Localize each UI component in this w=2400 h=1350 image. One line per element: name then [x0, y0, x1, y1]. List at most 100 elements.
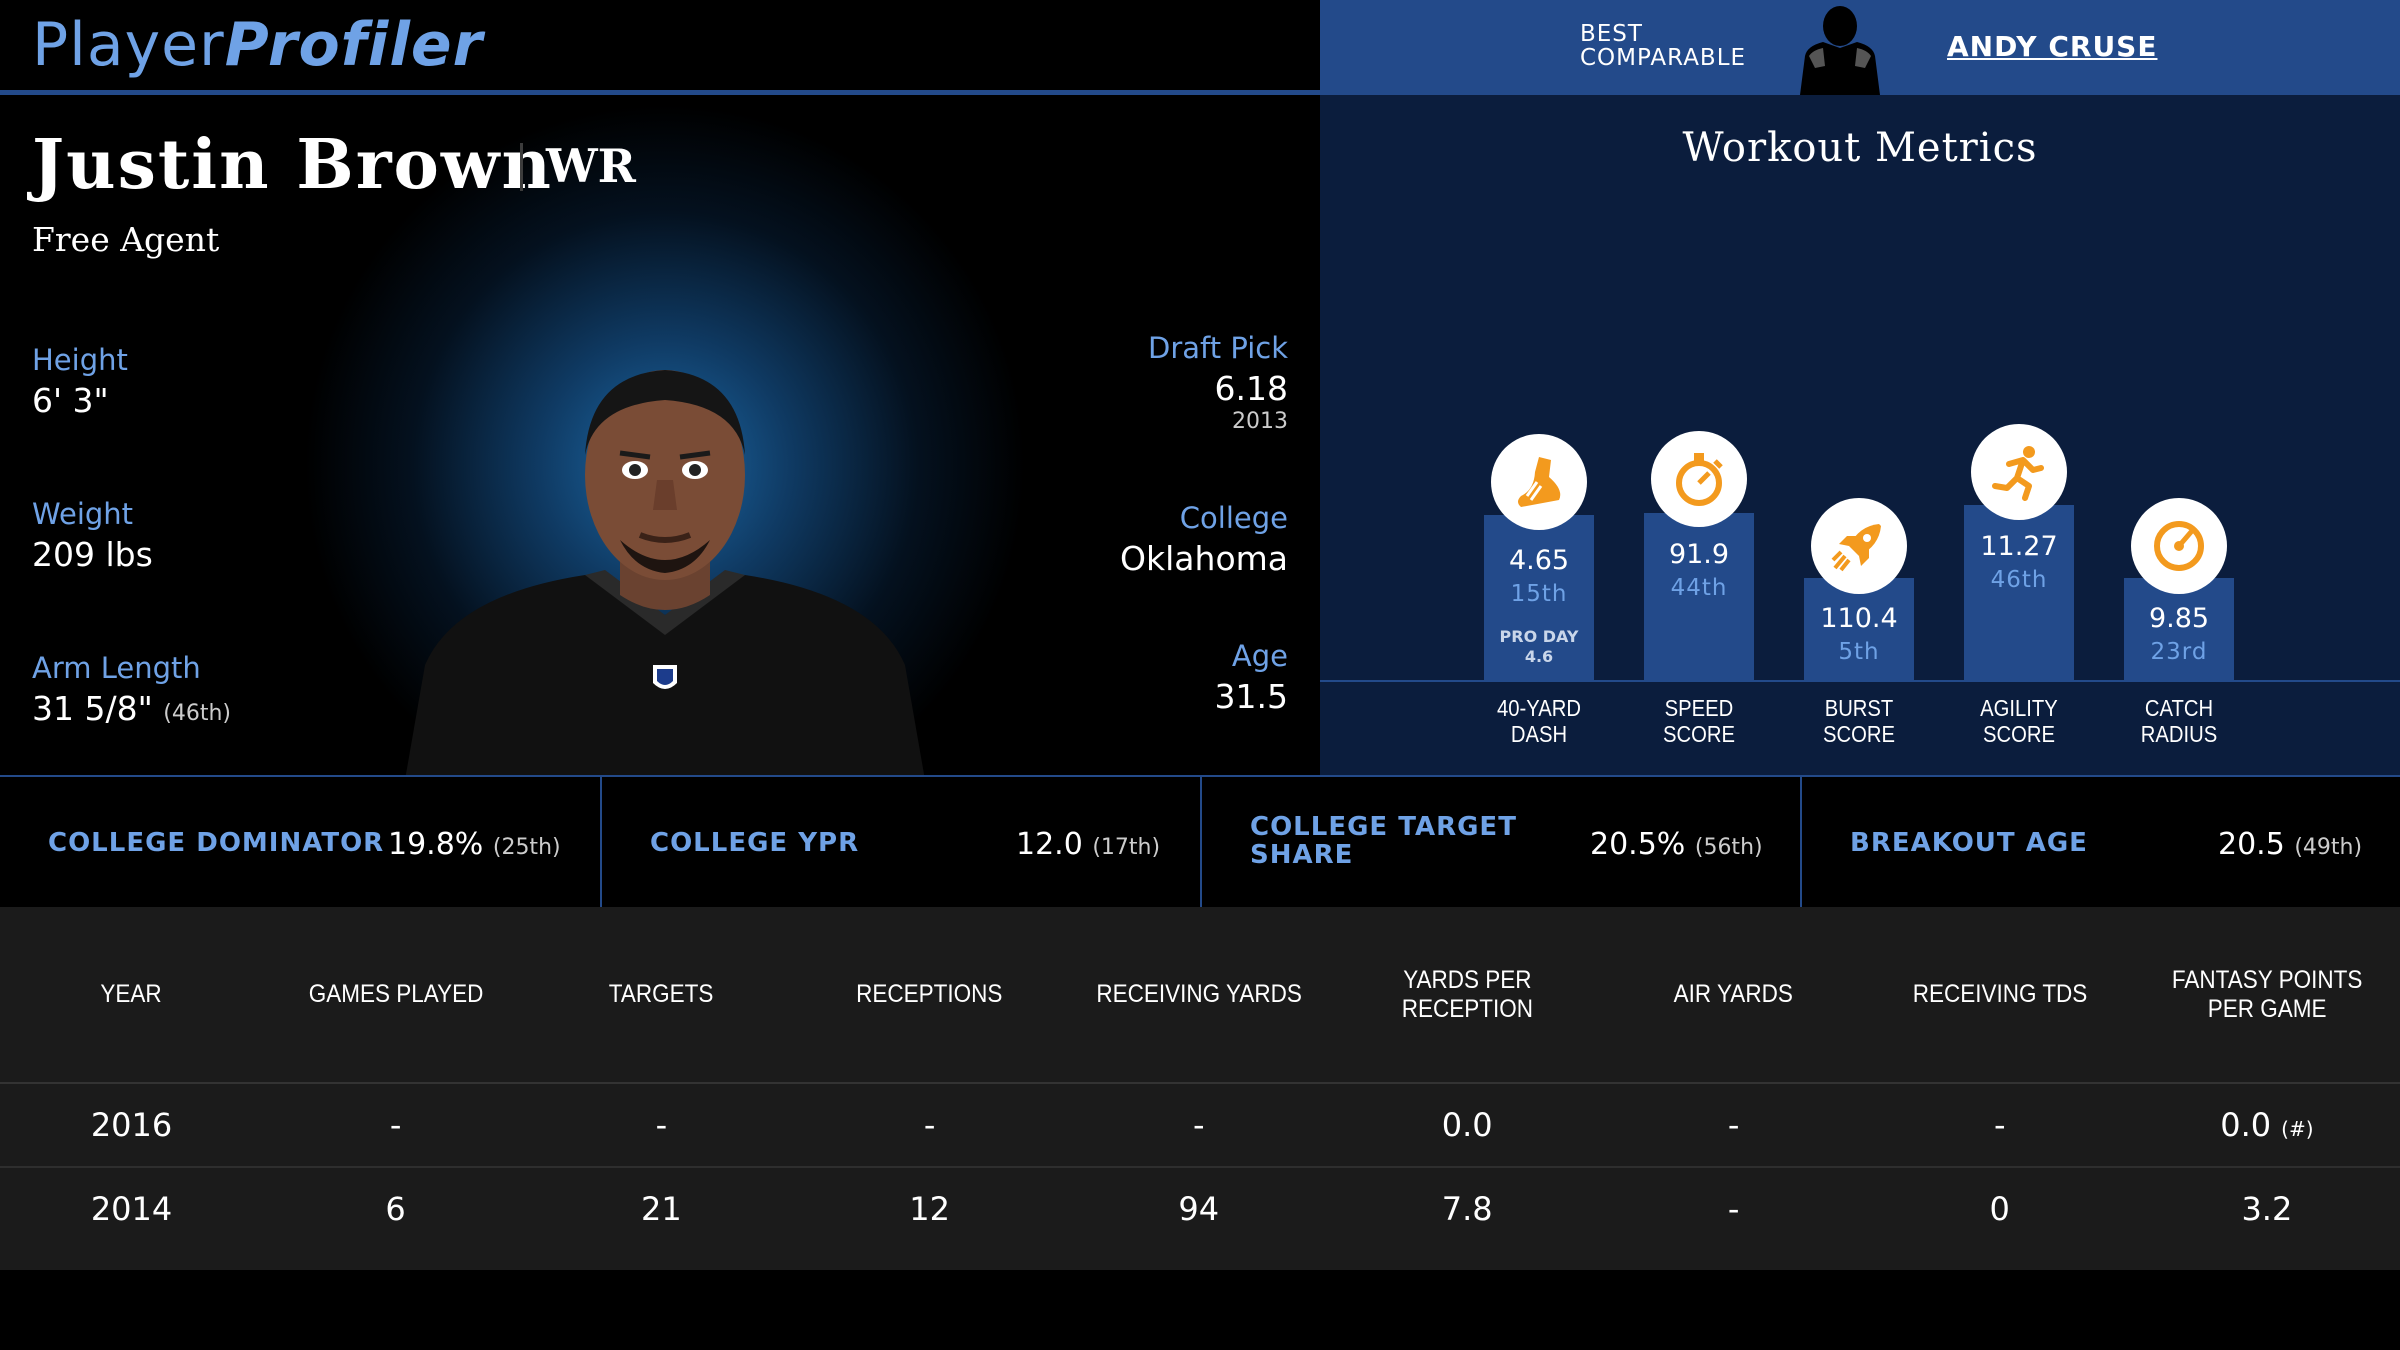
draft-year: 2013: [1232, 409, 1288, 434]
metric-value: 91.9: [1668, 539, 1730, 570]
draft-pick-value: 6.18: [1214, 369, 1288, 408]
workout-baseline: [1320, 680, 2400, 682]
table-cell: 6: [385, 1190, 406, 1228]
metric-bar: [1964, 505, 2074, 680]
college-label: College: [1179, 501, 1288, 535]
runner-icon: [1971, 424, 2067, 520]
table-header-row: YEAR GAMES PLAYED TARGETS RECEPTIONS REC…: [0, 907, 2400, 1084]
table-cell: 94: [1178, 1190, 1220, 1228]
age-value: 31.5: [1214, 677, 1288, 716]
rocket-icon: [1811, 498, 1907, 594]
table-cell: 2016: [0, 1083, 264, 1168]
column-header[interactable]: RECEIVING YARDS: [1064, 907, 1333, 1084]
table-cell: -: [1727, 1190, 1740, 1228]
metric-percentile: 46th: [1990, 567, 2048, 593]
metric-bar: [1644, 513, 1754, 680]
metric-value: 110.4: [1820, 603, 1898, 634]
metric-percentile: 44th: [1670, 575, 1728, 601]
metric-bar: [2124, 578, 2234, 680]
player-headshot-image: [395, 365, 935, 775]
college-target-share-cell: COLLEGE TARGET SHARE 20.5% (56th): [1200, 777, 1802, 909]
metric-label: BURST SCORE: [1823, 695, 1895, 747]
college-metrics-strip: COLLEGE DOMINATOR 19.8% (25th) COLLEGE Y…: [0, 775, 2400, 909]
pro-day-result: PRO DAY 4.6: [1499, 627, 1579, 666]
column-header[interactable]: FANTASY POINTS PER GAME: [2133, 907, 2400, 1084]
best-comparable-label: BEST COMPARABLE: [1580, 21, 1747, 71]
metric-percentile: 23rd: [2150, 639, 2208, 665]
column-header[interactable]: RECEIVING TDS: [1865, 907, 2134, 1084]
column-header[interactable]: TARGETS: [528, 907, 795, 1084]
metric-label: 40-YARD DASH: [1497, 695, 1581, 747]
divider: [520, 143, 523, 191]
height-value: 6' 3": [32, 381, 109, 420]
height-label: Height: [32, 343, 128, 377]
column-header[interactable]: GAMES PLAYED: [263, 907, 529, 1084]
table-cell: 21: [640, 1190, 682, 1228]
workout-title: Workout Metrics: [1682, 125, 2038, 171]
stopwatch-icon: [1651, 431, 1747, 527]
table-cell: -: [263, 1083, 529, 1168]
column-header[interactable]: YEAR: [0, 907, 264, 1084]
footnote-link[interactable]: (#): [2281, 1117, 2314, 1141]
breakout-age-label[interactable]: BREAKOUT AGE: [1850, 828, 2088, 858]
table-row: 2016 - - - - 0.0 - - 0.0 (#): [0, 1083, 2400, 1168]
column-header[interactable]: YARDS PER RECEPTION: [1332, 907, 1602, 1084]
arm-length-label: Arm Length: [32, 651, 201, 685]
college-ypr-label[interactable]: COLLEGE YPR: [650, 828, 860, 858]
metric-value: 9.85: [2148, 603, 2210, 634]
table-cell: -: [1601, 1083, 1866, 1168]
weight-label: Weight: [32, 497, 134, 531]
metric-label: CATCH RADIUS: [2140, 695, 2218, 747]
metric-percentile: 15th: [1510, 581, 1568, 607]
metric-value: 4.65: [1508, 545, 1570, 576]
college-ypr-cell: COLLEGE YPR 12.0 (17th): [600, 777, 1202, 909]
college-dominator-cell: COLLEGE DOMINATOR 19.8% (25th): [0, 777, 600, 909]
table-cell: 0.0 (#): [2133, 1083, 2400, 1168]
breakout-age-value: 20.5 (49th): [2218, 827, 2363, 862]
column-header[interactable]: RECEPTIONS: [794, 907, 1065, 1084]
metric-bar: [1804, 578, 1914, 680]
player-panel: Justin Brown WR Free Agent Height 6' 3" …: [0, 95, 1320, 775]
best-comparable-bar: BEST COMPARABLE ANDY CRUSE: [1320, 0, 2400, 95]
table-cell: 3.2: [2241, 1190, 2293, 1228]
college-value: Oklahoma: [1120, 539, 1288, 578]
table-cell: 0: [1989, 1190, 2010, 1228]
table-cell: -: [1865, 1083, 2134, 1168]
stats-section: YEAR GAMES PLAYED TARGETS RECEPTIONS REC…: [0, 907, 2400, 1270]
metric-bar: [1484, 515, 1594, 680]
college-target-share-label[interactable]: COLLEGE TARGET SHARE: [1250, 812, 1517, 870]
table-row: 2014 6 21 12 94 7.8 - 0 3.2: [0, 1167, 2400, 1250]
metric-label: AGILITY SCORE: [1980, 695, 2058, 747]
college-ypr-value: 12.0 (17th): [1016, 827, 1161, 862]
breakout-age-cell: BREAKOUT AGE 20.5 (49th): [1800, 777, 2400, 909]
table-cell: -: [528, 1083, 795, 1168]
metric-value: 11.27: [1980, 531, 2058, 562]
college-dominator-label[interactable]: COLLEGE DOMINATOR: [48, 828, 385, 858]
table-cell: -: [794, 1083, 1065, 1168]
player-profiler-logo[interactable]: PlayerProfiler: [32, 10, 484, 80]
arm-length-value: 31 5/8" (46th): [32, 689, 232, 728]
age-label: Age: [1231, 639, 1288, 673]
gauge-icon: [2131, 498, 2227, 594]
player-team: Free Agent: [32, 220, 220, 259]
shoe-icon: [1491, 434, 1587, 530]
player-position: WR: [546, 139, 636, 193]
stats-table: YEAR GAMES PLAYED TARGETS RECEPTIONS REC…: [0, 907, 2400, 1250]
player-name: Justin Brown: [32, 125, 553, 205]
top-bar: PlayerProfiler: [0, 0, 1320, 95]
table-cell: -: [1064, 1083, 1333, 1168]
metric-percentile: 5th: [1838, 639, 1880, 665]
college-dominator-value: 19.8% (25th): [388, 827, 561, 862]
table-cell: 0.0: [1332, 1083, 1602, 1168]
weight-value: 209 lbs: [32, 535, 153, 574]
draft-pick-label: Draft Pick: [1148, 331, 1288, 365]
table-cell: 12: [909, 1190, 950, 1228]
table-cell: 7.8: [1441, 1190, 1493, 1228]
college-target-share-value: 20.5% (56th): [1590, 827, 1763, 862]
comparable-player-link[interactable]: ANDY CRUSE: [1947, 30, 2158, 63]
metric-label: SPEED SCORE: [1663, 695, 1735, 747]
workout-metrics-panel: Workout Metrics 4.65 15th PRO DAY 4.6 40…: [1320, 95, 2400, 775]
table-cell: 2014: [90, 1190, 173, 1228]
player-silhouette-icon: [1795, 6, 1885, 99]
column-header[interactable]: AIR YARDS: [1601, 907, 1866, 1084]
